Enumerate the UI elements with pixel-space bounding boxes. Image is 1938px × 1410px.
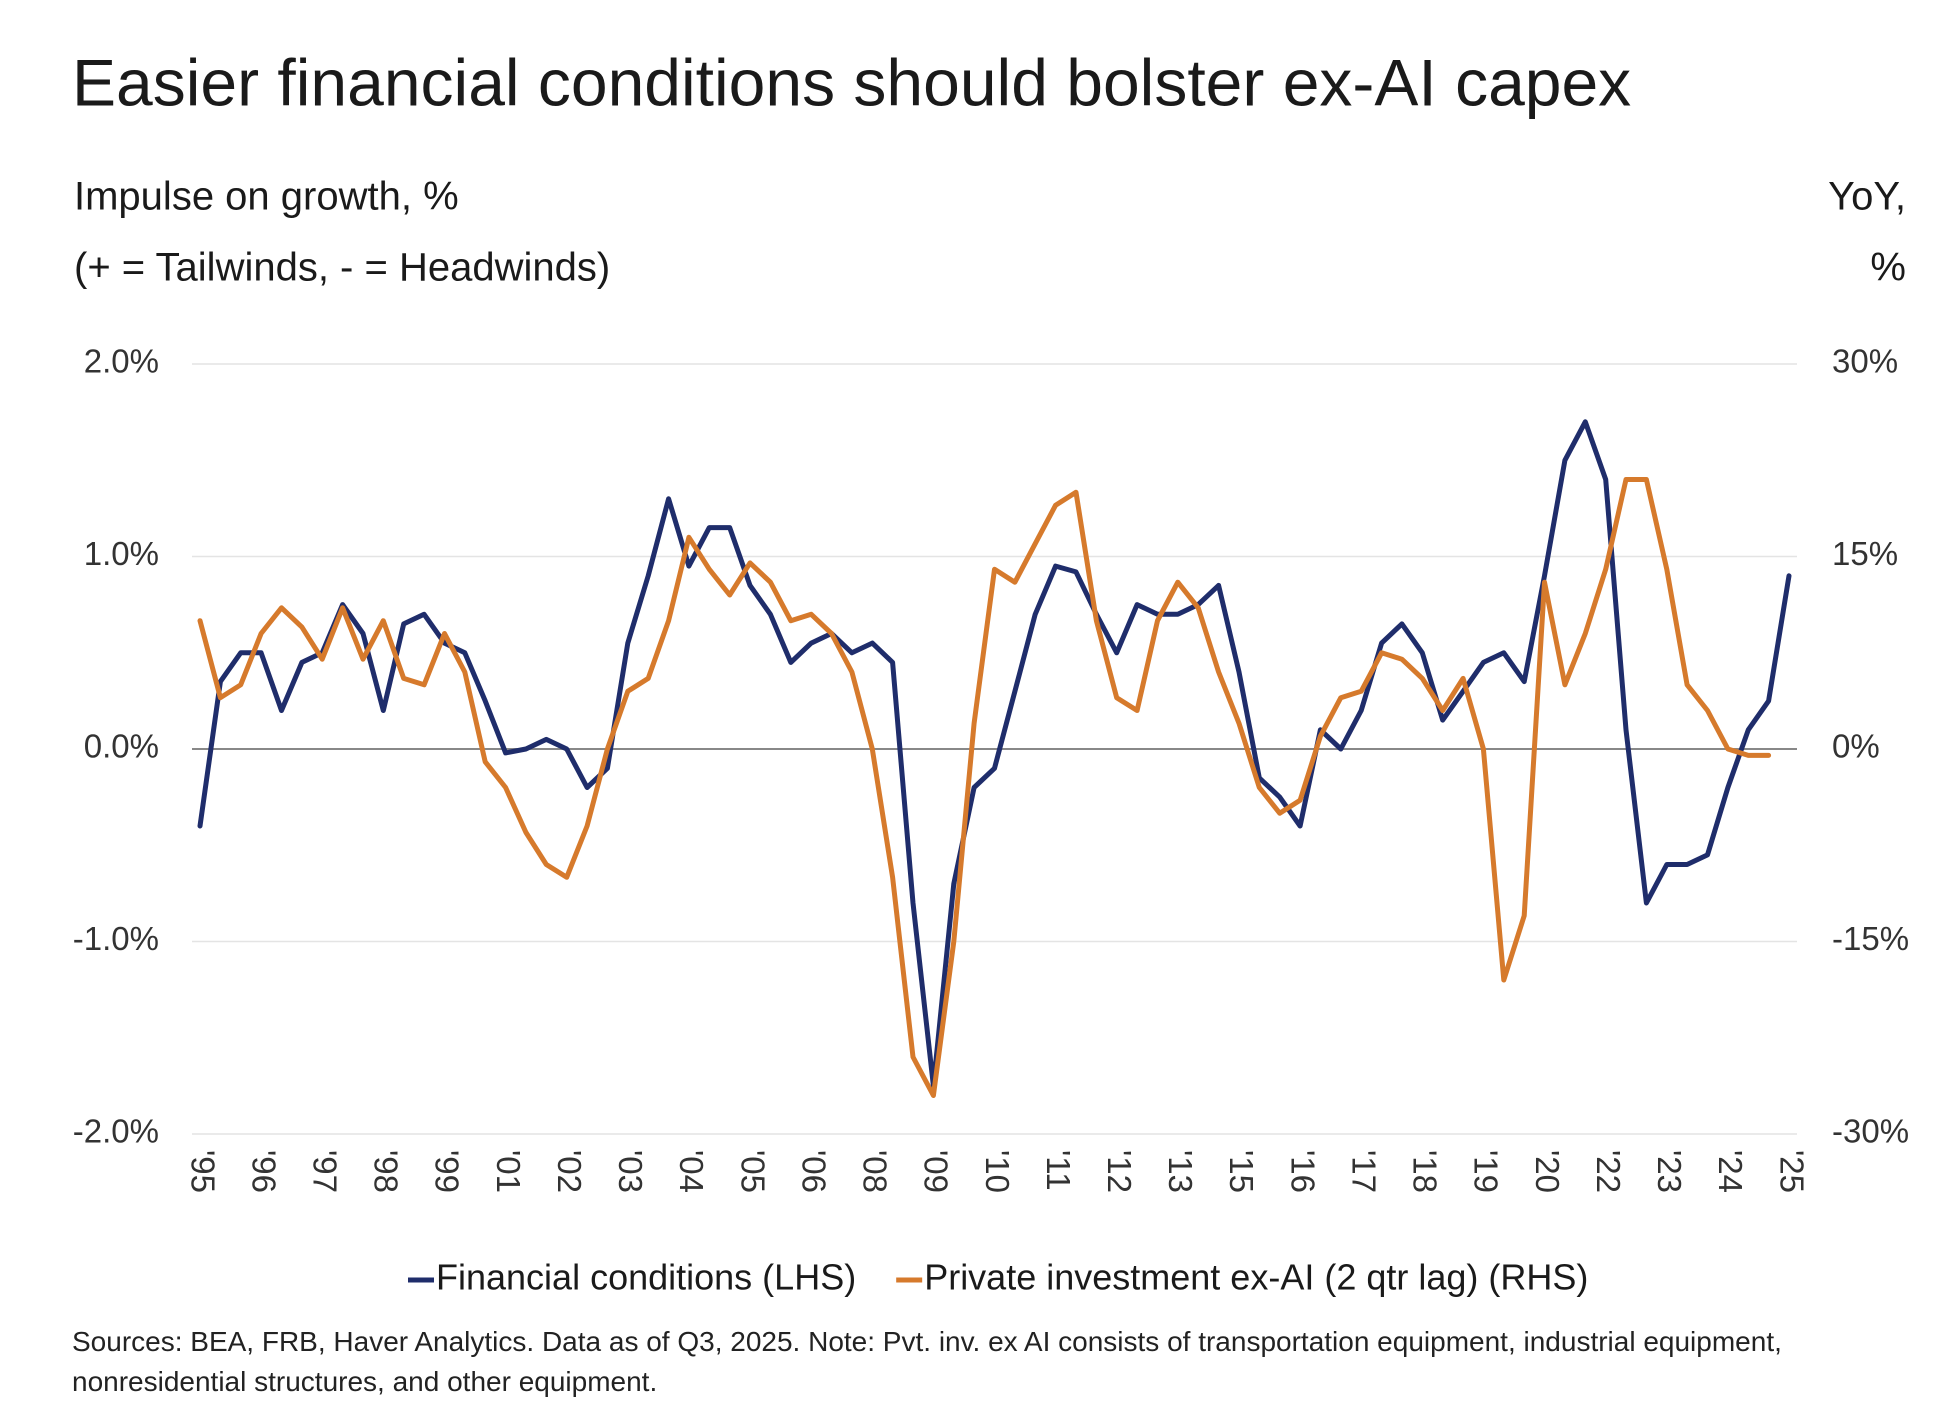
x-tick-label: '97 xyxy=(307,1150,344,1193)
x-tick-label: '95 xyxy=(184,1150,221,1193)
y-axis-note: (+ = Tailwinds, - = Headwinds) xyxy=(74,246,610,290)
x-tick-label: '23 xyxy=(1651,1150,1688,1193)
x-tick-label: '01 xyxy=(490,1150,527,1193)
legend: Financial conditions (LHS) Private invest… xyxy=(408,1257,1588,1298)
y2-axis-unit: % xyxy=(1870,246,1906,290)
x-tick-label: '99 xyxy=(429,1150,466,1193)
y-tick-label: -1.0% xyxy=(73,920,159,957)
x-tick-label: '08 xyxy=(857,1150,894,1193)
series-line xyxy=(197,477,1772,1098)
y2-tick-label: 30% xyxy=(1832,343,1898,380)
x-tick-label: '98 xyxy=(368,1150,405,1193)
y2-tick-label: -30% xyxy=(1832,1113,1909,1150)
x-tick-label: '25 xyxy=(1773,1150,1810,1193)
x-tick-label: '06 xyxy=(795,1150,832,1193)
y2-tick-label: -15% xyxy=(1832,920,1909,957)
x-tick-label: '05 xyxy=(734,1150,771,1193)
legend-label: Private investment ex-AI (2 qtr lag) (RH… xyxy=(924,1257,1588,1298)
footnote: Sources: BEA, FRB, Haver Analytics. Data… xyxy=(72,1326,1782,1397)
x-tick-label: '96 xyxy=(245,1150,282,1193)
y-tick-label: -2.0% xyxy=(73,1113,159,1150)
legend-label: Financial conditions (LHS) xyxy=(436,1257,856,1298)
y2-tick-label: 15% xyxy=(1832,535,1898,572)
chart-title: Easier financial conditions should bolst… xyxy=(72,45,1631,119)
x-tick-label: '19 xyxy=(1468,1150,1505,1193)
x-tick-label: '10 xyxy=(979,1150,1016,1193)
x-tick-label: '24 xyxy=(1712,1150,1749,1193)
y2-axis-title: YoY, xyxy=(1828,175,1906,219)
x-tick-label: '20 xyxy=(1529,1150,1566,1193)
y-axis-title: Impulse on growth, % xyxy=(74,175,459,219)
x-tick-label: '09 xyxy=(918,1150,955,1193)
y-tick-label: 2.0% xyxy=(84,343,159,380)
x-tick-label: '03 xyxy=(612,1150,649,1193)
x-tick-label: '02 xyxy=(551,1150,588,1193)
x-tick-label: '18 xyxy=(1407,1150,1444,1193)
x-tick-label: '13 xyxy=(1162,1150,1199,1193)
x-tick-label: '22 xyxy=(1590,1150,1627,1193)
y2-tick-label: 0% xyxy=(1832,728,1880,765)
series-line xyxy=(197,419,1792,1089)
x-tick-label: '17 xyxy=(1345,1150,1382,1193)
x-tick-label: '16 xyxy=(1284,1150,1321,1193)
y-tick-label: 0.0% xyxy=(84,728,159,765)
y-tick-label: 1.0% xyxy=(84,535,159,572)
x-tick-label: '11 xyxy=(1040,1150,1077,1191)
x-tick-label: '15 xyxy=(1223,1150,1260,1193)
x-tick-label: '04 xyxy=(673,1150,710,1193)
x-tick-label: '12 xyxy=(1101,1150,1138,1193)
chart: Easier financial conditions should bolst… xyxy=(72,45,1909,1298)
